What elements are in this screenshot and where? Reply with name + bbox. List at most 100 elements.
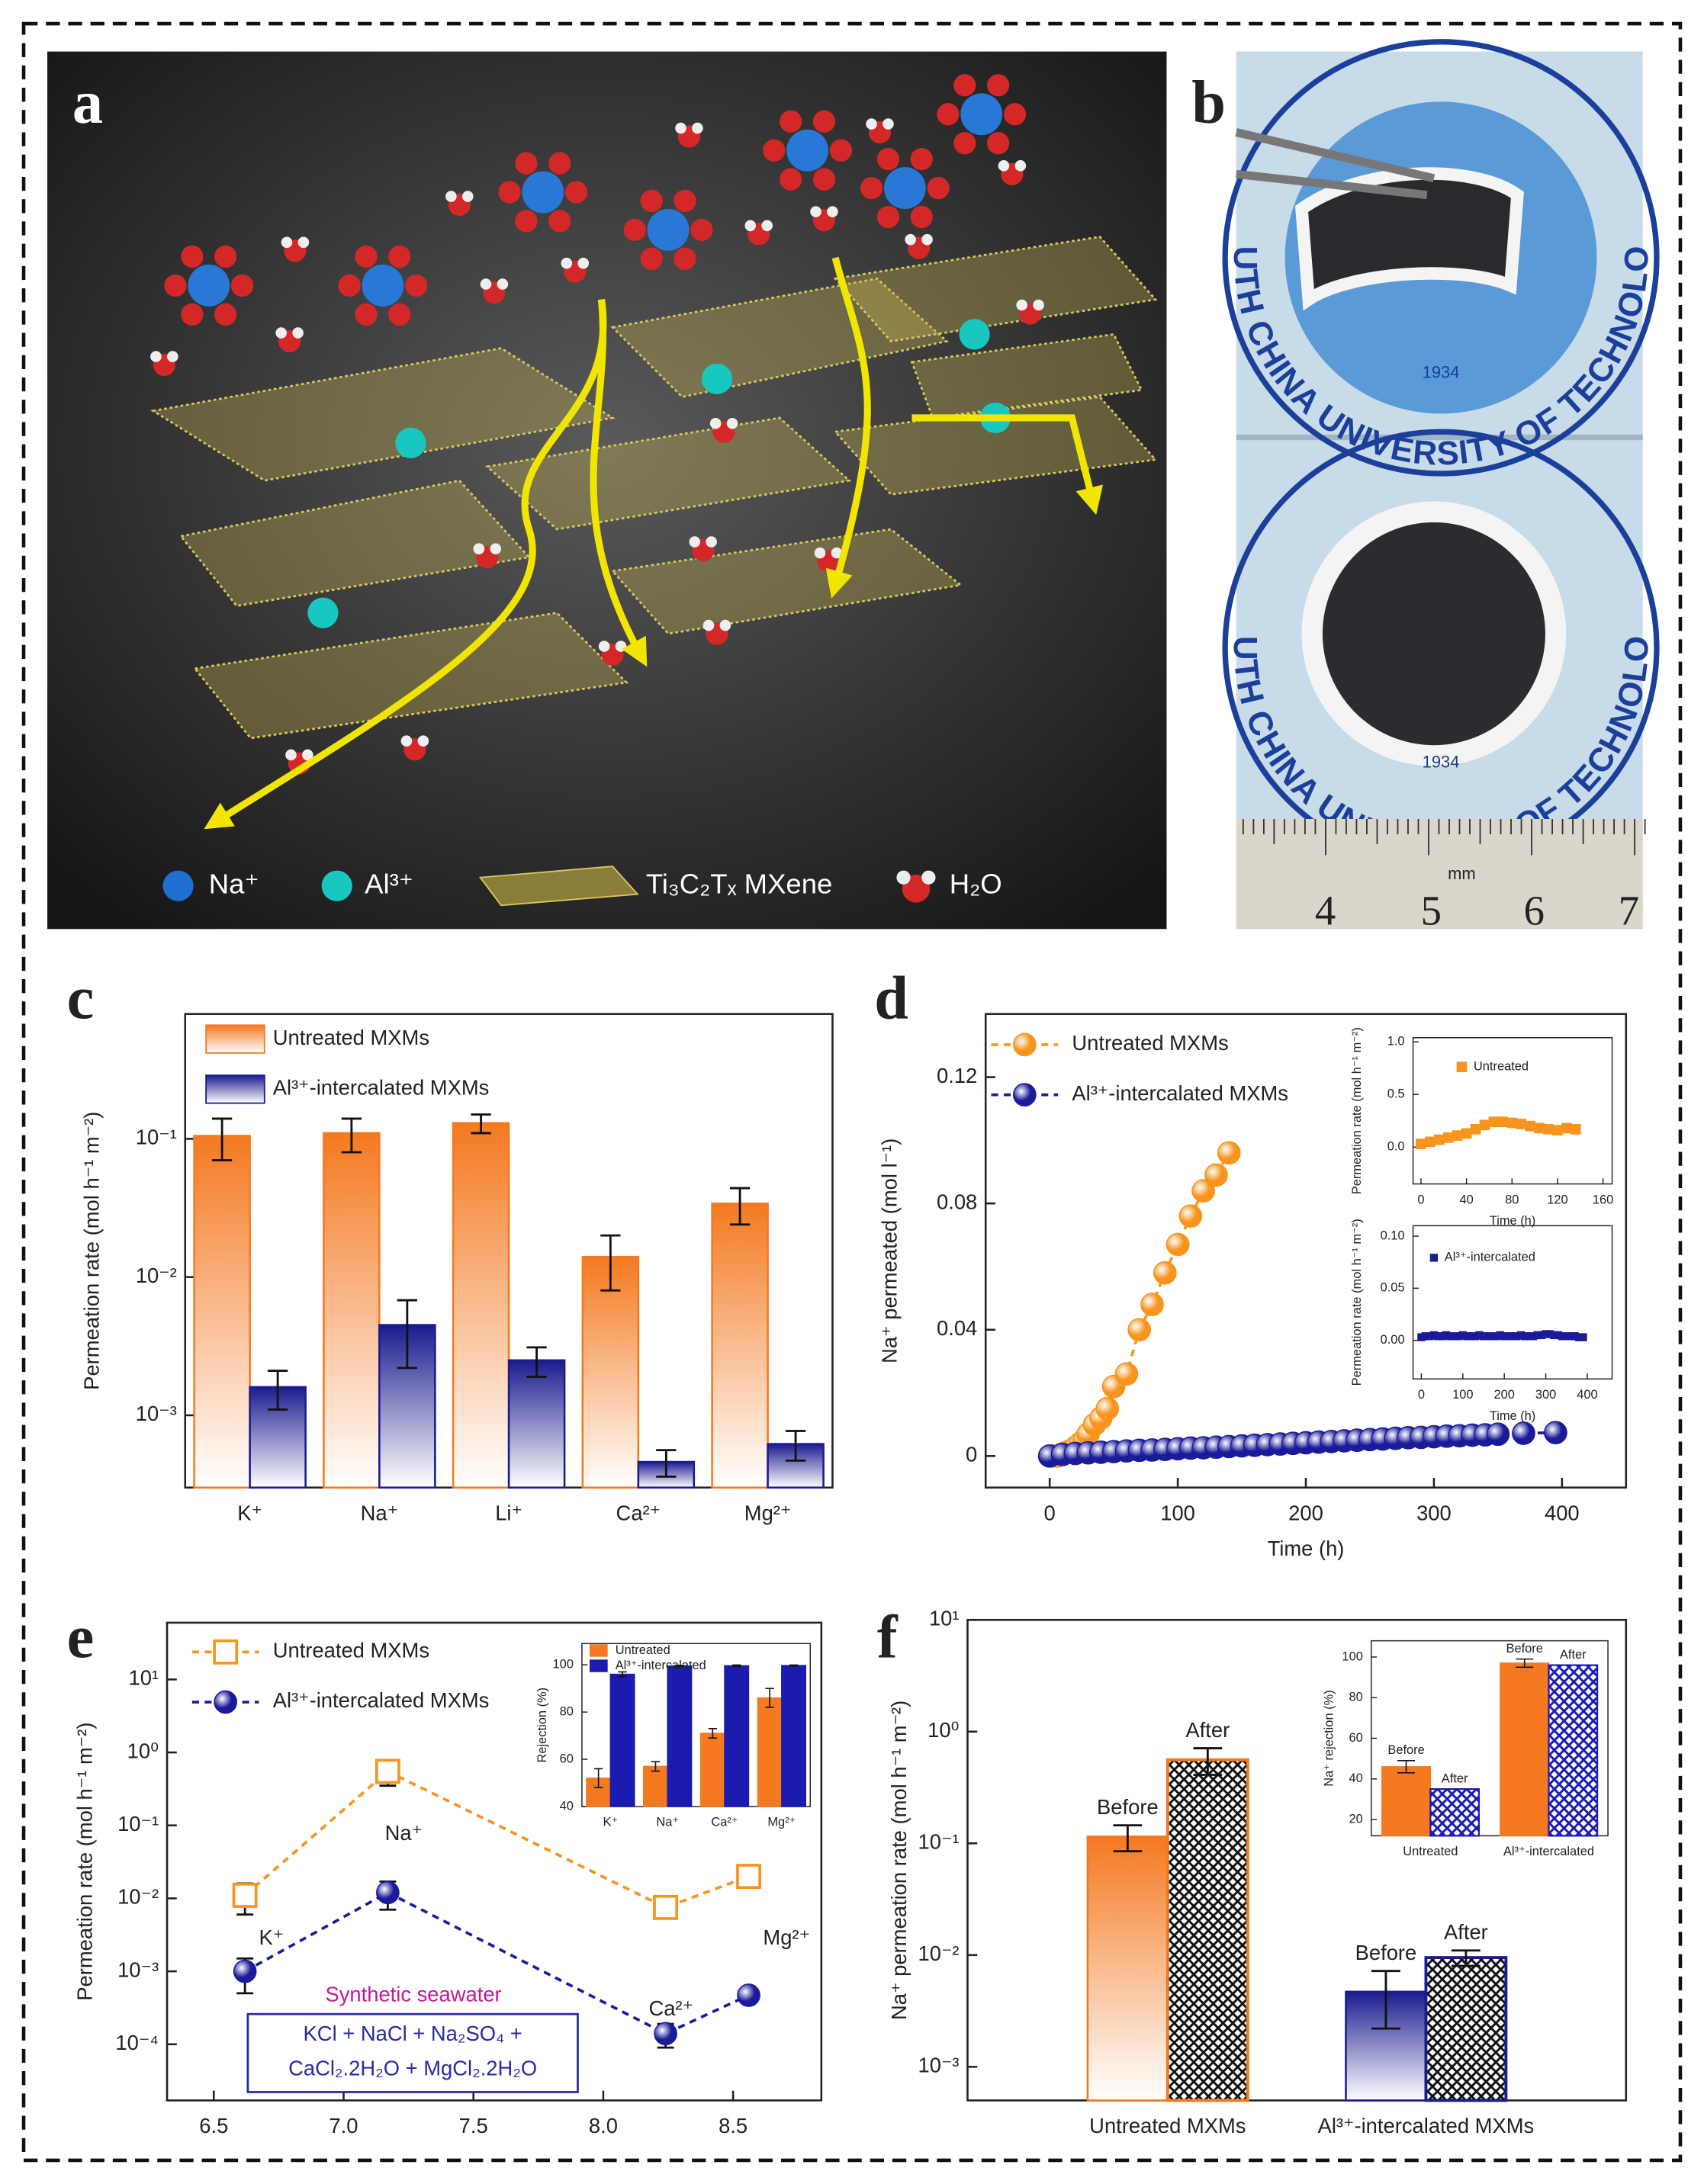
water-ring [548, 152, 571, 175]
legend-label: Al³⁺-intercalated [1445, 1251, 1535, 1264]
water-ring [214, 303, 237, 326]
flow-arrow [204, 299, 607, 830]
water-h [702, 619, 715, 631]
data-point [1153, 1261, 1177, 1285]
water-ring [181, 245, 204, 268]
water-ring [910, 148, 933, 171]
water-ring [565, 181, 588, 204]
water-h [400, 735, 413, 747]
bar [1345, 1990, 1427, 2102]
ruler-number: 5 [1421, 888, 1442, 934]
y-tick-label: 1.0 [1387, 1035, 1405, 1049]
legend-label: Ti₃C₂Tₓ MXene [646, 868, 832, 899]
water-h [285, 749, 297, 761]
legend-swatch [589, 1644, 608, 1657]
panel-label: d [874, 964, 908, 1032]
legend-icon [902, 875, 931, 903]
legend-marker [214, 1690, 238, 1714]
water-ring [338, 274, 361, 297]
legend-swatch [589, 1659, 608, 1672]
error-bar [708, 1727, 717, 1739]
plot-frame [1371, 1640, 1609, 1837]
x-tick-label: 0 [1044, 1502, 1056, 1525]
legend-label: Al³⁺-intercalated [616, 1659, 706, 1672]
bar-name-label: After [1442, 1771, 1468, 1785]
legend-label: Al³⁺-intercalated MXMs [273, 1688, 490, 1712]
water-h [921, 233, 933, 246]
data-point [1506, 1117, 1518, 1129]
bar [667, 1665, 693, 1807]
water-ring [987, 132, 1010, 155]
bar [193, 1135, 251, 1489]
data-point [232, 1883, 258, 1908]
water-ring [876, 148, 900, 171]
water-h [1033, 299, 1044, 311]
bar [1424, 1956, 1508, 2102]
error-bar [785, 1430, 806, 1462]
x-tick-label: 300 [1535, 1388, 1556, 1402]
bar-name-label: Before [1506, 1642, 1543, 1656]
water-ring [927, 176, 950, 200]
data-point [1486, 1422, 1510, 1447]
note-title: Synthetic seawater [325, 1983, 501, 2006]
mxene-sheet [150, 347, 616, 482]
y-tick-label: 0 [966, 1443, 977, 1466]
water-h [998, 160, 1010, 172]
error-bar [471, 1113, 491, 1135]
point-label: Ca²⁺ [648, 1996, 693, 2020]
mxene-sheets [150, 236, 1158, 740]
water-ring [763, 139, 786, 162]
note-line: CaCl₂.2H₂O + MgCl₂.2H₂O [288, 2056, 537, 2080]
water-h [561, 257, 573, 269]
bar [507, 1359, 566, 1489]
bar [1086, 1836, 1169, 2102]
ion [307, 597, 339, 628]
y-tick-label: 0.00 [1381, 1333, 1405, 1347]
x-tick-label: 8.0 [589, 2114, 618, 2137]
panel-label: c [67, 964, 95, 1032]
y-tick-label: 10⁻³ [918, 2054, 960, 2077]
data-point [737, 1983, 760, 2007]
y-tick-label: 10⁰ [127, 1739, 159, 1762]
legend-icon [896, 870, 911, 885]
panel-a: a Na⁺ Al³⁺ Ti₃C₂Tₓ MXene H₂O [47, 51, 1167, 930]
legend-label: H₂O [950, 868, 1002, 899]
water-ring [498, 181, 521, 204]
data-point [1512, 1421, 1535, 1445]
water-ring [953, 132, 976, 155]
water-ring [640, 247, 663, 270]
membrane [1294, 167, 1524, 311]
data-point [233, 1959, 257, 1983]
y-tick-label: 0.05 [1381, 1281, 1405, 1295]
water-h [292, 327, 304, 339]
plot-frame [166, 1621, 823, 2102]
water-ring [910, 205, 933, 229]
data-point [1552, 1125, 1563, 1136]
bar [724, 1665, 750, 1807]
y-axis-label: Rejection (%) [535, 1688, 549, 1763]
water-ring [515, 210, 538, 233]
data-point [1204, 1163, 1228, 1187]
note-line: KCl + NaCl + Na₂SO₄ + [304, 2022, 522, 2045]
error-bar [656, 1449, 677, 1478]
panel-label: f [877, 1604, 899, 1672]
x-tick-label: Na⁺ [656, 1816, 679, 1829]
water-h [692, 122, 703, 134]
ruler [1236, 819, 1643, 930]
plot-frame [581, 1643, 811, 1807]
water-h [905, 233, 916, 246]
water-ring [181, 303, 204, 326]
molecules [150, 74, 1044, 775]
flow-arrow [590, 299, 648, 667]
water-ring [623, 218, 646, 241]
x-tick-label: 80 [1505, 1193, 1519, 1206]
ion [188, 265, 230, 307]
data-point [654, 2022, 677, 2046]
bar-name-label: Before [1355, 1941, 1417, 1964]
x-tick-label: 100 [1452, 1388, 1473, 1402]
illustration-background [47, 51, 1167, 930]
y-tick-label: 10⁻² [117, 1885, 159, 1909]
legend-label: Na⁺ [209, 868, 259, 899]
water-ring [829, 139, 852, 162]
frame [21, 21, 1683, 2163]
